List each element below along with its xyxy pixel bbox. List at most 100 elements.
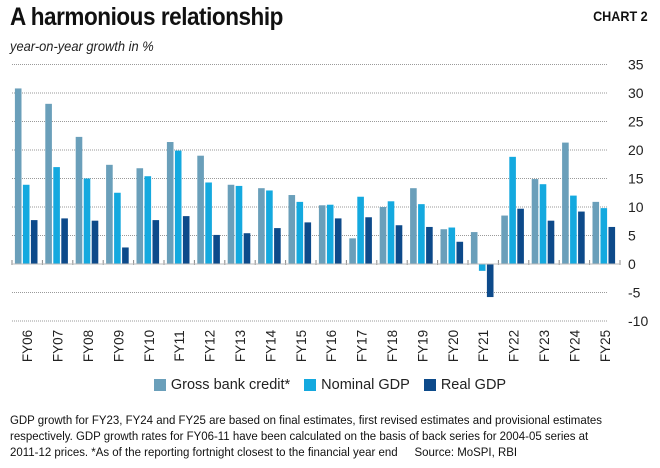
x-tick-label: FY25 (598, 330, 613, 362)
bar-gross-bank-credit-fy23 (531, 179, 539, 264)
bar-gross-bank-credit-fy11 (166, 142, 174, 264)
bar-gross-bank-credit-fy10 (136, 168, 144, 264)
x-axis (11, 260, 621, 265)
bar-gross-bank-credit-fy09 (106, 164, 113, 264)
bar-real-gdp-fy12 (213, 234, 220, 264)
y-tick-label: 35 (628, 57, 644, 73)
bar-gross-bank-credit-fy13 (227, 184, 235, 264)
bars (14, 88, 616, 298)
bar-gross-bank-credit-fy15 (288, 195, 296, 264)
x-tick-label: FY07 (51, 330, 66, 362)
footnote-line-3: 2011-12 prices. *As of the reporting for… (10, 444, 619, 460)
legend-swatch (304, 379, 317, 391)
legend-item-nominal-gdp: Nominal GDP (304, 377, 410, 393)
footnote: GDP growth for FY23, FY24 and FY25 are b… (10, 412, 619, 460)
bar-gross-bank-credit-fy21 (470, 232, 478, 264)
bar-gross-bank-credit-fy07 (45, 103, 52, 264)
x-tick-label: FY21 (476, 330, 491, 362)
bar-real-gdp-fy17 (365, 217, 372, 264)
x-tick-label: FY10 (142, 330, 157, 362)
bar-nominal-gdp-fy08 (83, 178, 91, 264)
bar-chart: 35 30 25 20 15 10 5 0 -5 -10 FY06 FY07 FY08 FY09 FY10… (11, 57, 648, 362)
bar-real-gdp-fy24 (578, 211, 585, 264)
bar-gross-bank-credit-fy14 (258, 188, 265, 264)
bar-gross-bank-credit-fy19 (410, 188, 417, 264)
x-tick-label: FY23 (537, 330, 552, 362)
footnote-text: 2011-12 prices. *As of the reporting for… (10, 445, 398, 459)
bar-gross-bank-credit-fy24 (562, 142, 569, 264)
bar-nominal-gdp-fy12 (205, 182, 212, 264)
bar-gross-bank-credit-fy20 (440, 229, 448, 264)
bar-real-gdp-fy08 (91, 220, 99, 264)
bar-real-gdp-fy13 (243, 233, 251, 264)
footnote-line: GDP growth for FY23, FY24 and FY25 are b… (10, 413, 602, 427)
bar-real-gdp-fy20 (456, 241, 464, 264)
bar-nominal-gdp-fy13 (235, 185, 243, 264)
y-tick-label: 30 (628, 85, 644, 101)
bar-real-gdp-fy06 (30, 220, 38, 264)
source-note: Source: MoSPI, RBI (414, 445, 518, 459)
legend-item-real-gdp: Real GDP (423, 377, 507, 393)
bar-real-gdp-fy22 (517, 208, 524, 264)
x-tick-label: FY06 (20, 330, 35, 362)
bar-nominal-gdp-fy21 (478, 264, 486, 271)
bar-real-gdp-fy18 (395, 225, 403, 264)
bar-real-gdp-fy11 (182, 216, 190, 264)
y-axis-labels: 35 30 25 20 15 10 5 0 -5 -10 (628, 57, 648, 330)
bar-nominal-gdp-fy25 (600, 208, 608, 264)
x-tick-label: FY13 (233, 330, 248, 362)
x-tick-label: FY14 (263, 329, 278, 362)
chart-subtitle: year-on-year growth in % (10, 38, 154, 54)
bar-nominal-gdp-fy15 (296, 201, 304, 264)
y-tick-label: 20 (628, 142, 644, 158)
bar-nominal-gdp-fy07 (53, 167, 60, 264)
chart-number-label: CHART 2 (593, 8, 648, 24)
bar-gross-bank-credit-fy16 (318, 205, 326, 264)
legend: Gross bank credit* Nominal GDP Real GDP (0, 377, 660, 393)
bar-nominal-gdp-fy24 (570, 195, 577, 264)
chart-title: A harmonious relationship (10, 3, 283, 31)
x-tick-label: FY22 (507, 330, 522, 362)
bar-gross-bank-credit-fy12 (197, 155, 204, 264)
bar-nominal-gdp-fy06 (22, 184, 30, 264)
x-axis-labels: FY06 FY07 FY08 FY09 FY10 FY11 FY12 FY13 FY14 FY15… (20, 329, 613, 362)
y-tick-label: -10 (628, 313, 648, 329)
y-tick-label: 25 (628, 114, 644, 130)
x-tick-label: FY08 (81, 330, 96, 362)
bar-real-gdp-fy10 (152, 220, 160, 264)
x-tick-label: FY12 (203, 330, 218, 362)
y-tick-label: 5 (628, 228, 636, 244)
x-tick-label: FY09 (111, 330, 126, 362)
bar-real-gdp-fy14 (274, 228, 281, 264)
bar-nominal-gdp-fy17 (357, 196, 364, 264)
bar-gross-bank-credit-fy22 (501, 215, 508, 264)
bar-gross-bank-credit-fy17 (349, 238, 356, 264)
bar-real-gdp-fy21 (486, 264, 494, 298)
legend-label: Nominal GDP (321, 377, 410, 393)
bar-real-gdp-fy19 (426, 226, 433, 264)
bar-nominal-gdp-fy20 (448, 227, 456, 264)
bar-nominal-gdp-fy16 (326, 204, 334, 264)
bar-real-gdp-fy07 (61, 218, 68, 264)
legend-item-gross-bank-credit: Gross bank credit* (153, 377, 291, 393)
bar-gross-bank-credit-fy25 (592, 201, 600, 264)
legend-swatch (153, 379, 166, 391)
legend-swatch (423, 379, 436, 391)
bar-nominal-gdp-fy10 (144, 176, 152, 264)
x-tick-label: FY19 (415, 330, 430, 362)
bar-gross-bank-credit-fy18 (379, 207, 387, 264)
y-tick-label: 15 (628, 171, 644, 187)
bar-gross-bank-credit-fy06 (14, 88, 22, 264)
bar-nominal-gdp-fy09 (114, 192, 121, 264)
bar-real-gdp-fy25 (608, 226, 616, 264)
bar-nominal-gdp-fy19 (418, 204, 425, 264)
x-tick-label: FY18 (385, 330, 400, 362)
x-tick-label: FY20 (446, 330, 461, 362)
bar-gross-bank-credit-fy08 (75, 136, 83, 264)
bar-nominal-gdp-fy22 (509, 156, 516, 264)
bar-real-gdp-fy23 (547, 220, 555, 264)
legend-label: Real GDP (440, 377, 507, 393)
legend-label: Gross bank credit* (170, 377, 291, 393)
x-tick-label: FY17 (355, 330, 370, 362)
x-tick-label: FY11 (172, 330, 187, 361)
